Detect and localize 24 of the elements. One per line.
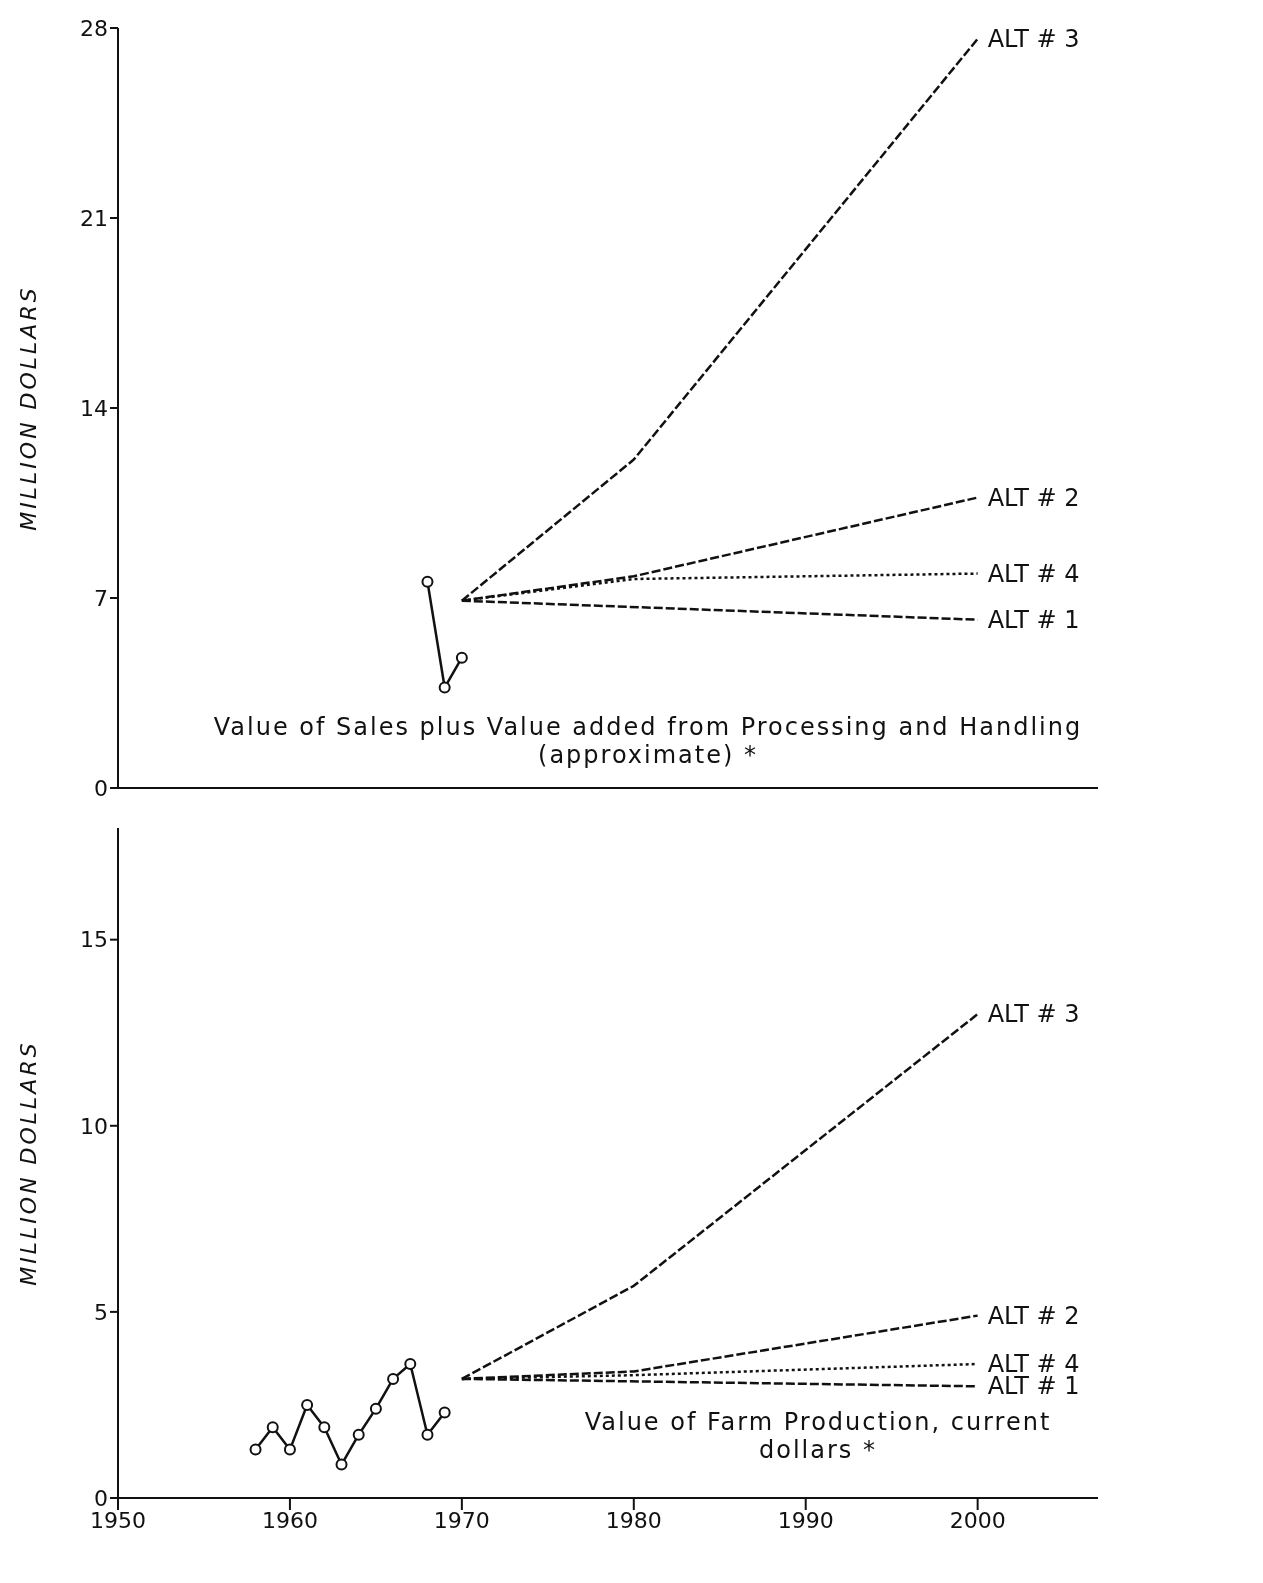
x-tick-label: 1970 bbox=[433, 1507, 490, 1533]
y-axis-title: MILLION DOLLARS bbox=[15, 1040, 41, 1286]
x-tick-label: 1960 bbox=[261, 1507, 318, 1533]
y-tick-label: 7 bbox=[94, 585, 108, 611]
y-tick-label: 15 bbox=[80, 927, 108, 953]
y-tick-label: 28 bbox=[80, 15, 108, 41]
x-tick-label: 2000 bbox=[949, 1507, 1006, 1533]
y-tick-label: 5 bbox=[94, 1299, 108, 1325]
series-label: ALT # 2 bbox=[987, 1301, 1080, 1330]
annotation: Value of Farm Production, current dollars * bbox=[583, 1408, 1053, 1464]
annotation: Value of Sales plus Value added from Processing and Handling (approximate) * bbox=[212, 713, 1084, 769]
y-tick-label: 0 bbox=[94, 775, 108, 801]
series-label: ALT # 4 bbox=[987, 559, 1080, 588]
y-tick-label: 10 bbox=[80, 1113, 108, 1139]
series-label: ALT # 1 bbox=[987, 605, 1080, 634]
series-label: ALT # 1 bbox=[987, 1372, 1080, 1401]
series-label: ALT # 2 bbox=[987, 483, 1080, 512]
y-tick-label: 21 bbox=[80, 205, 108, 231]
y-tick-label: 14 bbox=[80, 395, 108, 421]
y-axis-title: MILLION DOLLARS bbox=[15, 285, 41, 531]
series-label: ALT # 3 bbox=[987, 24, 1080, 53]
series-label: ALT # 3 bbox=[987, 1000, 1080, 1029]
x-tick-label: 1990 bbox=[777, 1507, 834, 1533]
x-tick-label: 1980 bbox=[605, 1507, 662, 1533]
